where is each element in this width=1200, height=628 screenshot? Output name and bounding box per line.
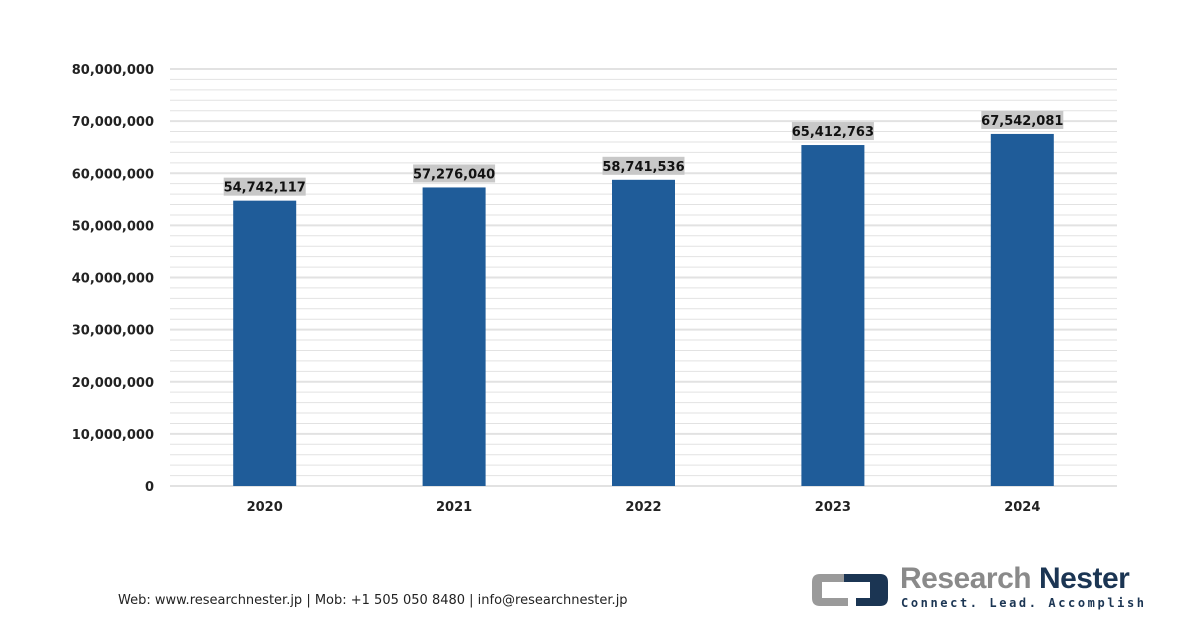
data-label-2022: 58,741,536 [602,160,684,175]
bar-2024 [990,133,1054,487]
x-tick-label: 2024 [1004,500,1040,515]
y-tick-label: 70,000,000 [72,115,154,130]
footer-contact: Web: www.researchnester.jp | Mob: +1 505… [118,593,628,608]
y-tick-label: 60,000,000 [72,167,154,182]
data-label-bg [413,164,496,183]
logo-tagline: Connect. Lead. Accomplish [901,596,1147,610]
y-tick-label: 80,000,000 [72,63,154,78]
logo-word-research: Research [900,562,1032,595]
logo-icon [812,574,888,606]
x-tick-label: 2022 [625,500,661,515]
bar-2022 [612,179,675,486]
bar-2021 [422,187,486,486]
x-tick-label: 2023 [815,500,851,515]
y-tick-label: 40,000,000 [72,272,154,287]
data-label-bg [602,156,685,175]
data-label-bg [791,122,874,141]
x-tick-label: 2020 [247,500,283,515]
y-tick-label: 50,000,000 [72,219,154,234]
bar-2020 [233,200,297,486]
y-tick-label: 30,000,000 [72,324,154,339]
data-label-bg [223,177,306,196]
data-label-2021: 57,276,040 [413,167,495,182]
research-nester-logo: Research Nester Connect. Lead. Accomplis… [808,562,1144,616]
y-tick-label: 20,000,000 [72,376,154,391]
data-label-2023: 65,412,763 [792,125,874,140]
data-label-2024: 67,542,081 [981,114,1063,129]
bar-2023 [801,145,865,486]
y-tick-label: 10,000,000 [72,428,154,443]
y-tick-label: 0 [145,480,154,495]
data-label-2020: 54,742,117 [224,181,306,196]
x-tick-label: 2021 [436,500,472,515]
data-label-bg [981,110,1064,129]
logo-word-nester: Nester [1038,562,1130,595]
